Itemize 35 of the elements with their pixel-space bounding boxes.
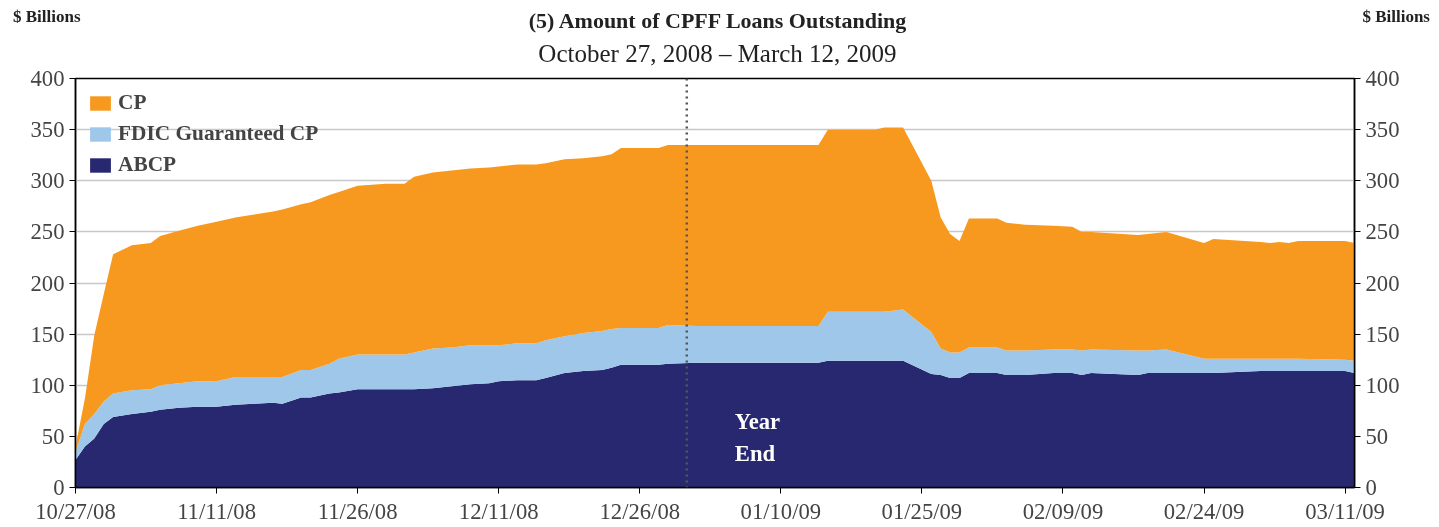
chart-subtitle: October 27, 2008 – March 12, 2009 — [537, 39, 898, 70]
y2-tick-label: 350 — [1365, 117, 1400, 143]
y2-tick-label: 100 — [1365, 372, 1400, 398]
y-tick-label: 400 — [30, 66, 65, 91]
y2-tick-label: 400 — [1365, 66, 1400, 91]
x-tick-label: 11/11/08 — [177, 498, 257, 524]
chart-title: (5) Amount of CPFF Loans Outstanding — [528, 7, 907, 35]
y-tick-label: 50 — [41, 423, 65, 449]
x-tick-label: 02/24/09 — [1163, 498, 1245, 524]
y2-axis-title: $ Billions — [1362, 7, 1430, 26]
x-tick-label: 01/10/09 — [740, 498, 822, 524]
y2-tick-label: 0 — [1365, 475, 1377, 500]
y2-tick-label: 250 — [1365, 219, 1400, 245]
x-tick-label: 10/27/08 — [35, 498, 116, 524]
x-tick-label: 11/26/08 — [317, 498, 398, 524]
x-tick-label: 02/09/09 — [1022, 498, 1104, 524]
y-tick-label: 150 — [30, 321, 65, 347]
x-tick-label: 12/26/08 — [599, 498, 681, 524]
x-tick-label: 01/25/09 — [881, 498, 963, 524]
legend-label: CP — [118, 90, 147, 115]
y-tick-label: 0 — [53, 475, 65, 500]
y-tick-label: 300 — [30, 168, 65, 194]
x-tick-label: 03/11/09 — [1305, 498, 1385, 524]
y2-tick-label: 50 — [1365, 423, 1389, 449]
legend-label: FDIC Guaranteed CP — [118, 121, 319, 146]
y-tick-label: 100 — [30, 372, 65, 398]
legend-label: ABCP — [118, 152, 177, 177]
y2-tick-label: 200 — [1365, 270, 1400, 296]
y-tick-label: 350 — [30, 117, 65, 143]
y2-tick-label: 150 — [1365, 321, 1400, 347]
y-tick-label: 250 — [30, 219, 65, 245]
y2-tick-label: 300 — [1365, 168, 1400, 194]
y-axis-title: $ Billions — [13, 7, 81, 26]
y-tick-label: 200 — [30, 270, 65, 296]
x-tick-label: 12/11/08 — [458, 498, 539, 524]
